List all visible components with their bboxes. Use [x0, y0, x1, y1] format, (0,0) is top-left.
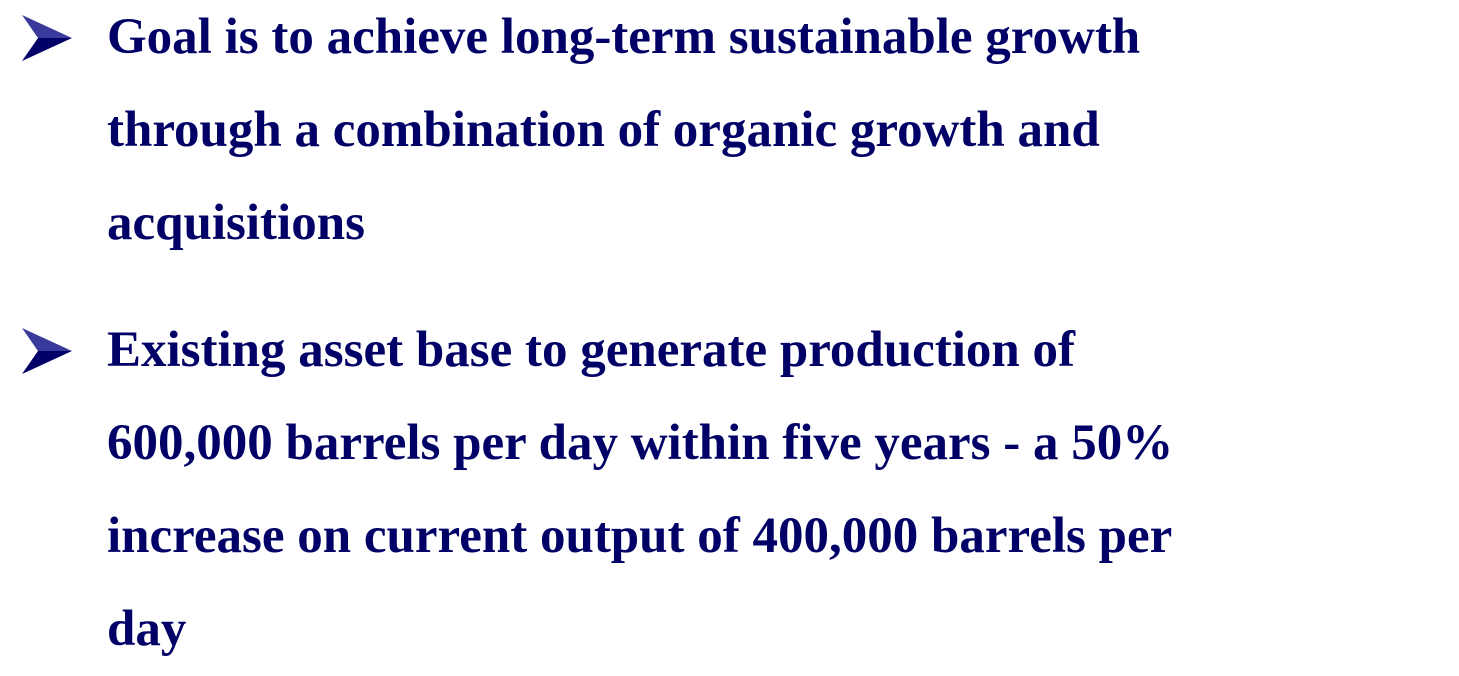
bullet-arrow — [22, 15, 72, 61]
bullet-text: day — [107, 601, 187, 657]
bullet-text: through a combination of organic growth … — [107, 102, 1100, 158]
bullet-text: Goal is to achieve long-term sustainable… — [107, 9, 1141, 65]
arrow-part — [22, 38, 72, 61]
bullet-arrow — [22, 328, 72, 374]
arrow-part — [22, 15, 72, 38]
page: Goal is to achieve long-term sustainable… — [22, 9, 1174, 657]
bullet-text: 600,000 barrels per day within five year… — [107, 415, 1174, 471]
bullet-text: increase on current output of 400,000 ba… — [107, 508, 1173, 564]
arrow-part — [22, 328, 72, 351]
bullet-text: Existing asset base to generate producti… — [107, 322, 1076, 378]
arrow-part — [22, 351, 72, 374]
bullet-text: acquisitions — [107, 195, 365, 251]
